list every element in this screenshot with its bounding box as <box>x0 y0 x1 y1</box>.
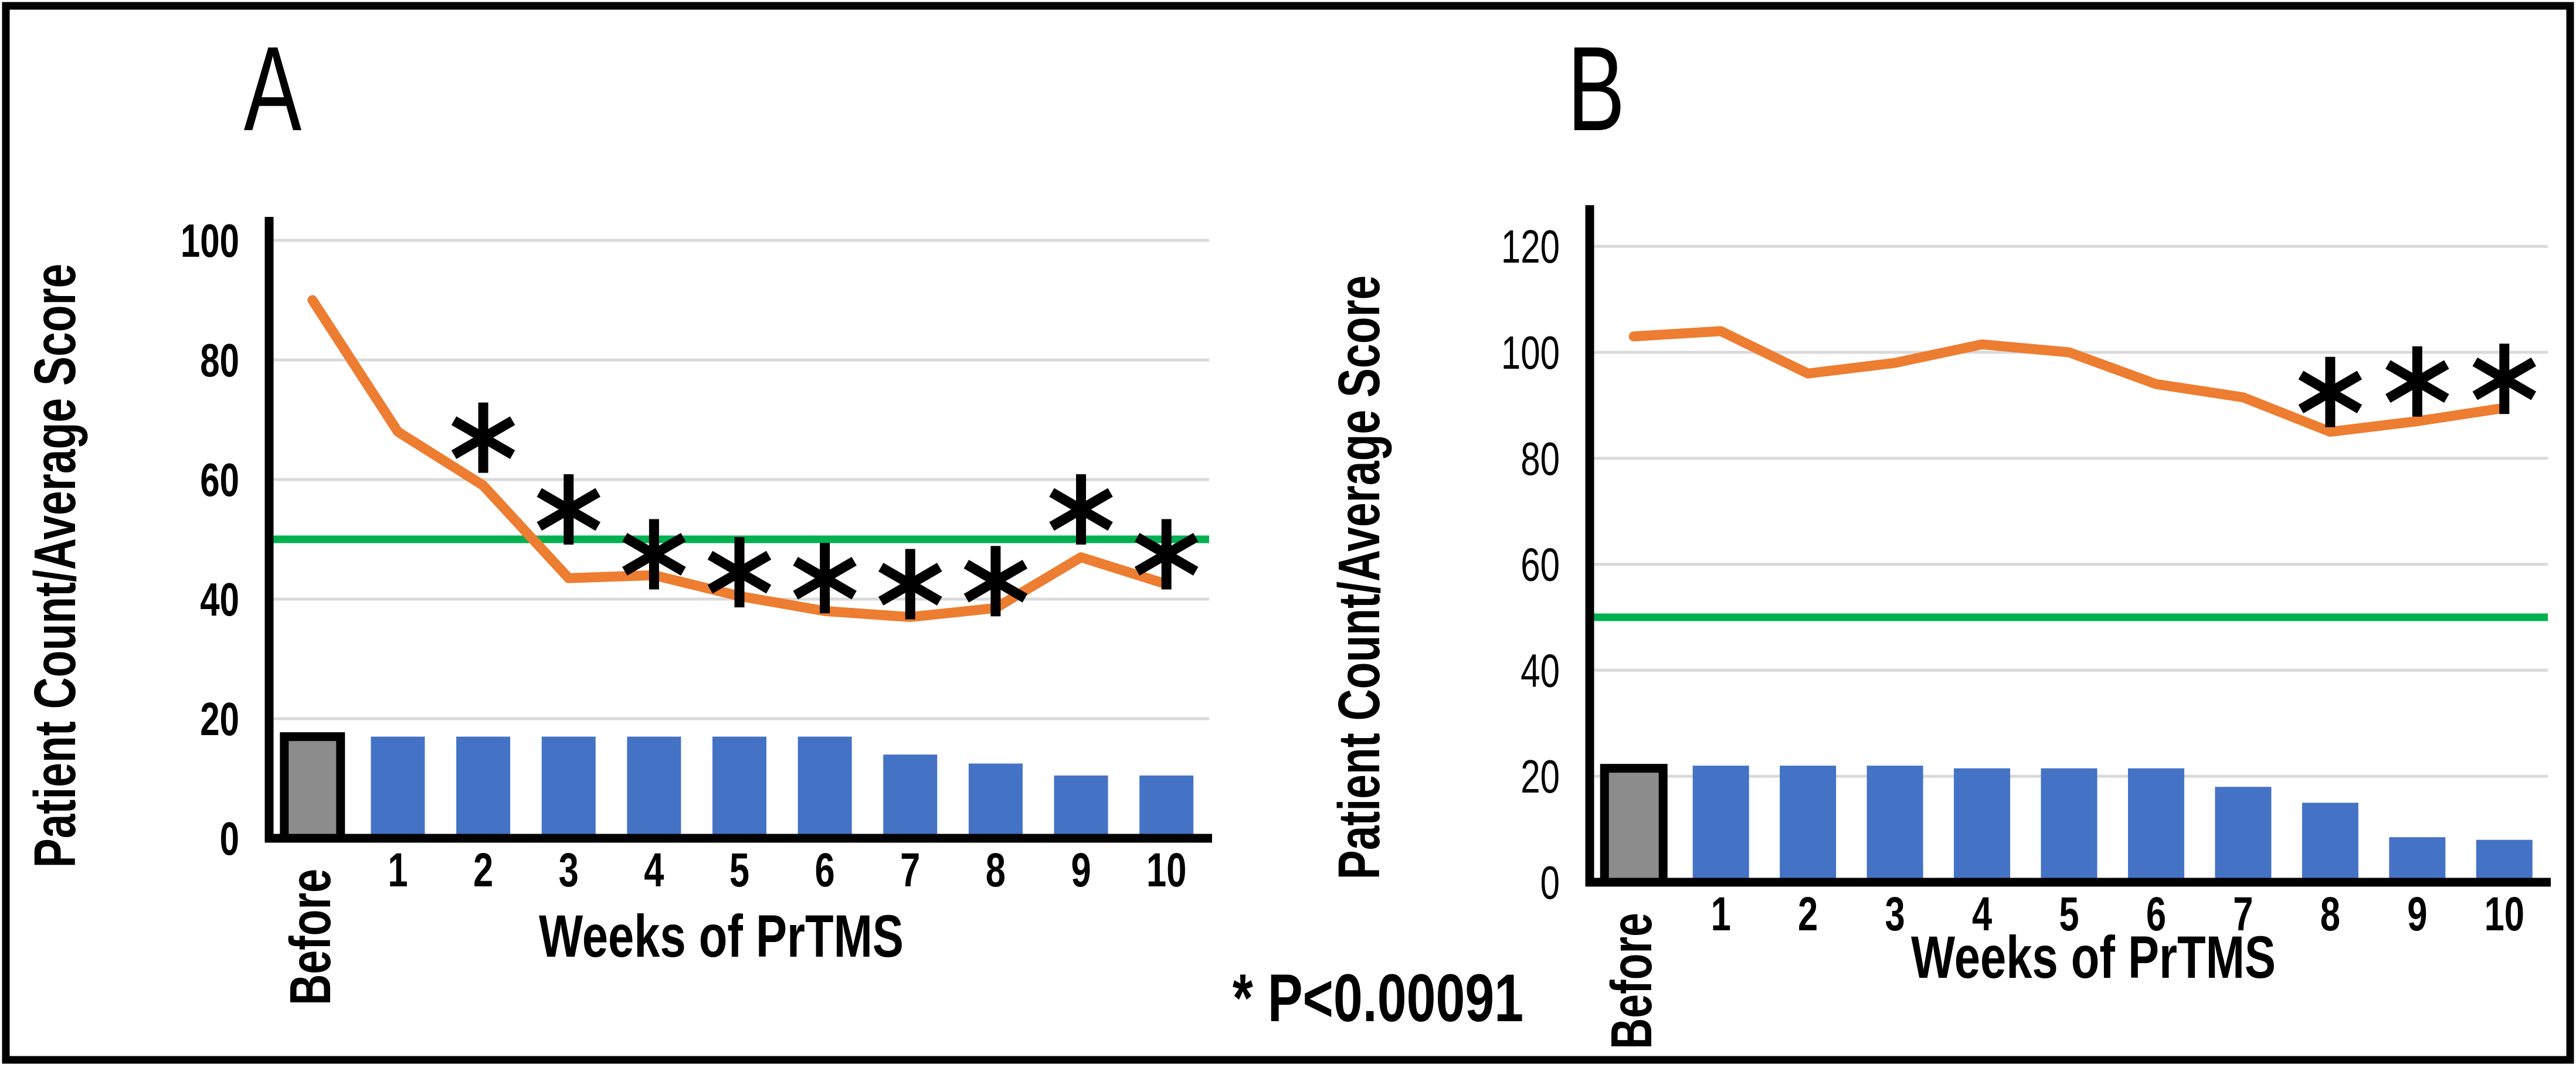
significance-asterisk <box>963 546 1028 617</box>
chart-a: 0 20 40 60 80 100 Before 1 2 3 4 5 6 7 8 9 10 <box>181 215 1212 1005</box>
x-tick-label: 1 <box>1711 887 1731 941</box>
significance-asterisk <box>793 543 857 614</box>
bar-week-2 <box>1780 766 1837 882</box>
x-tick-label: 10 <box>2485 887 2524 941</box>
panel-a-label: A <box>244 21 301 156</box>
x-tick-label: 4 <box>1972 887 1992 941</box>
y-tick-label: 60 <box>1521 538 1560 590</box>
y-tick-label: 20 <box>1521 750 1560 803</box>
bar-week-5 <box>712 736 766 838</box>
bar-week-6 <box>797 736 852 838</box>
y-tick-label: 20 <box>200 693 239 745</box>
bar-week-4 <box>627 736 681 838</box>
panel-a-x-axis-title: Weeks of PrTMS <box>539 903 904 970</box>
chart-b: 0 20 40 60 80 100 120 Before 1 2 3 4 5 6 7 8 9 10 <box>1501 205 2551 1049</box>
y-tick-label: 80 <box>1521 432 1560 484</box>
x-tick-label: 8 <box>2320 887 2340 941</box>
x-tick-label: 2 <box>1798 887 1818 941</box>
bar-week-6 <box>2127 768 2184 882</box>
bar-week-4 <box>1954 768 2011 882</box>
significance-asterisk <box>2298 356 2363 427</box>
panel-b-x-axis-title: Weeks of PrTMS <box>1911 924 2276 991</box>
bar-week-8 <box>968 763 1023 838</box>
significance-asterisk <box>707 537 772 608</box>
x-tick-label: 7 <box>2233 887 2253 941</box>
x-tick-label: 10 <box>1146 843 1186 897</box>
bar-week-7 <box>883 754 938 838</box>
panel-a-y-axis-title: Patient Count/Average Score <box>22 264 87 868</box>
bar-before <box>1600 764 1668 887</box>
significance-asterisk <box>622 519 686 590</box>
significance-note: * P<0.00091 <box>1233 960 1523 1035</box>
bar-before <box>280 732 345 843</box>
x-tick-label: 5 <box>2059 887 2079 941</box>
y-tick-label: 60 <box>200 454 239 506</box>
x-tick-label: 5 <box>729 843 749 897</box>
significance-asterisk <box>1134 519 1199 590</box>
y-tick-label: 100 <box>1501 327 1560 379</box>
bar-week-2 <box>456 736 511 838</box>
bar-week-9 <box>2389 837 2446 882</box>
trend-line <box>1628 326 2510 437</box>
y-tick-label: 40 <box>200 573 239 625</box>
y-tick-label: 120 <box>1501 220 1560 273</box>
x-tick-label: 9 <box>1071 843 1091 897</box>
x-tick-label: 3 <box>559 843 579 897</box>
x-tick-label: 6 <box>2146 887 2166 941</box>
bar-week-7 <box>2215 787 2272 882</box>
x-tick-label: 6 <box>815 843 835 897</box>
significance-asterisk <box>537 474 600 545</box>
significance-asterisk <box>878 549 942 620</box>
y-tick-label: 80 <box>200 334 239 386</box>
x-tick-label: 8 <box>986 843 1006 897</box>
x-tick-label: 3 <box>1885 887 1905 941</box>
x-tick-label: 7 <box>900 843 920 897</box>
panel-b-y-axis-title: Patient Count/Average Score <box>1326 276 1391 880</box>
y-tick-label: 40 <box>1521 644 1560 696</box>
x-tick-label: 2 <box>473 843 493 897</box>
bar-week-8 <box>2302 803 2358 882</box>
y-tick-label: 100 <box>181 215 239 267</box>
significance-asterisk <box>451 402 515 473</box>
x-tick-label: 9 <box>2407 887 2427 941</box>
bar-week-10 <box>1139 775 1194 838</box>
x-tick-label: 4 <box>644 843 664 897</box>
bar-week-1 <box>1692 766 1749 882</box>
figure-border <box>2 2 2574 1064</box>
bar-week-5 <box>2041 768 2098 882</box>
bar-week-3 <box>1866 766 1923 882</box>
y-tick-label: 0 <box>220 812 239 865</box>
bar-week-9 <box>1054 775 1108 838</box>
significance-asterisk <box>1049 474 1113 545</box>
x-tick-label-before: Before <box>1600 913 1664 1049</box>
bar-week-3 <box>541 736 596 838</box>
y-tick-label: 0 <box>1540 856 1560 909</box>
significance-asterisk <box>2385 346 2449 417</box>
panel-b-label: B <box>1567 21 1625 156</box>
bar-week-10 <box>2476 839 2533 882</box>
bar-week-1 <box>371 736 425 838</box>
x-tick-label: 1 <box>388 843 408 897</box>
x-tick-label-before: Before <box>279 869 343 1005</box>
significance-asterisk <box>2472 344 2537 414</box>
